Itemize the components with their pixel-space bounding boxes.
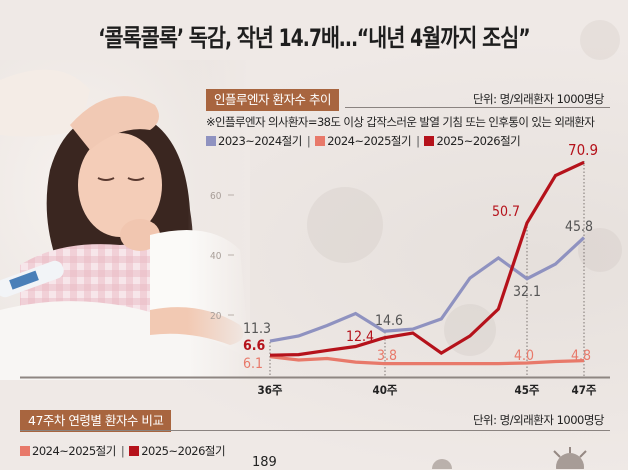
label-2425-40: 3.8 (377, 348, 397, 364)
section1-divider (345, 107, 610, 108)
sick-child-photo (0, 60, 250, 380)
virus-decoration-icon (307, 20, 622, 356)
series-line-2023-2024 (269, 236, 586, 343)
x-tick-40: 40주 (373, 383, 398, 397)
y-tick-60: 60 (210, 191, 222, 202)
legend-swatch-2025-2026 (129, 446, 140, 456)
section2-title: 47주차 연령별 환자수 비교 (20, 410, 172, 432)
legend-label-2023-2024: 2023~2024절기 (218, 134, 302, 148)
legend-label-2025-2026: 2025~2026절기 (141, 444, 226, 458)
section1-unit: 단위: 명/외래환자 1000명당 (472, 92, 605, 106)
x-tick-36: 36주 (258, 383, 283, 397)
legend-separator: | (416, 134, 420, 148)
legend-label-2024-2025: 2024~2025절기 (32, 444, 116, 458)
virus-decoration-icon (432, 447, 587, 469)
section2-divider (20, 430, 610, 431)
bar-value-label: 189 (252, 455, 277, 470)
label-2324-45: 32.1 (513, 284, 541, 300)
section2-legend: 2024~2025절기 | 2025~2026절기 (20, 443, 226, 459)
x-tick-47: 47주 (572, 383, 597, 397)
y-tick-40: 40 (210, 251, 222, 262)
label-2425-36: 6.1 (243, 356, 263, 372)
section1-legend: 2023~2024절기 | 2024~2025절기 | 2025~2026절기 (206, 133, 521, 149)
legend-separator: | (120, 444, 125, 458)
headline: ‘콜록콜록’ 독감, 작년 14.7배…“내년 4월까지 조심” (98, 24, 530, 52)
legend-swatch-2023-2024 (206, 136, 216, 146)
label-2324-40: 14.6 (375, 313, 403, 329)
label-2526-40: 12.4 (346, 329, 374, 345)
series-line-2024-2025 (269, 355, 585, 366)
legend-swatch-2024-2025 (20, 446, 30, 456)
series-lines (269, 160, 586, 366)
legend-swatch-2024-2025 (315, 136, 326, 146)
legend-separator: | (306, 134, 311, 148)
label-2526-45: 50.7 (492, 204, 520, 220)
label-2526-47: 70.9 (568, 141, 598, 159)
legend-label-2024-2025: 2024~2025절기 (327, 134, 412, 148)
x-axis-labels: 36주 40주 45주 47주 (258, 383, 597, 397)
guide-lines (269, 161, 585, 377)
label-2425-47: 4.8 (571, 348, 591, 364)
label-2324-47: 45.8 (565, 219, 593, 235)
section1-note: ※인플루엔자 의사환자=38도 이상 갑작스러운 발열 기침 또는 인후통이 있… (206, 115, 595, 129)
data-labels: 11.3 6.6 6.1 14.6 12.4 3.8 50.7 32.1 4.0… (243, 141, 598, 372)
section2-unit: 단위: 명/외래환자 1000명당 (472, 413, 605, 427)
x-tick-45: 45주 (515, 383, 540, 397)
label-2526-36: 6.6 (243, 338, 266, 354)
section1-title: 인플루엔자 환자수 추이 (206, 89, 339, 111)
label-2425-45: 4.0 (514, 348, 534, 364)
series-line-2025-2026 (269, 160, 585, 357)
legend-swatch-2025-2026 (424, 136, 435, 146)
y-tick-20: 20 (210, 311, 222, 322)
y-axis: 60 40 20 (210, 191, 234, 322)
legend-label-2025-2026: 2025~2026절기 (436, 134, 521, 148)
label-2324-36: 11.3 (243, 321, 271, 337)
